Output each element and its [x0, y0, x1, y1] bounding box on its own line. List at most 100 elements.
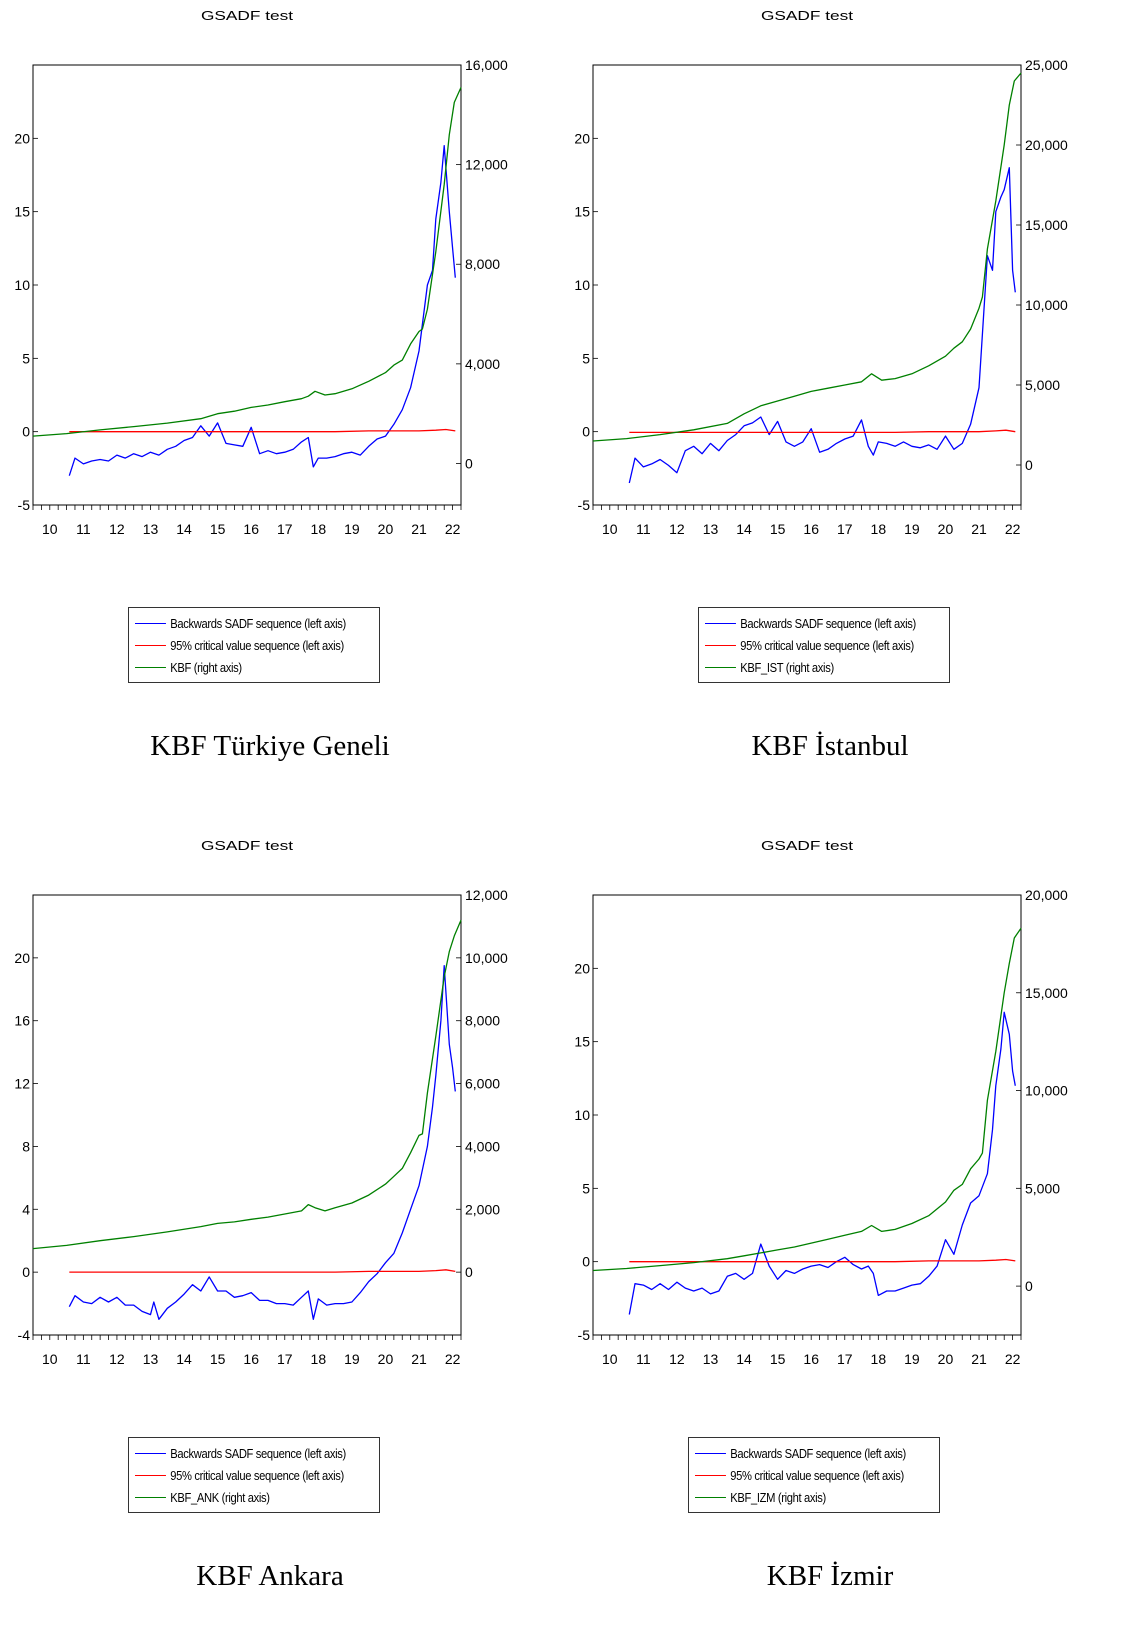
x-tick-label: 14	[176, 1351, 192, 1367]
x-tick-label: 10	[602, 521, 618, 537]
left-tick-label: 15	[574, 204, 590, 220]
x-tick-label: 16	[803, 1351, 819, 1367]
chart-caption: KBF İstanbul	[751, 730, 909, 762]
x-tick-label: 21	[411, 1351, 427, 1367]
x-tick-label: 19	[904, 521, 920, 537]
x-tick-label: 18	[311, 521, 327, 537]
left-tick-label: -5	[18, 497, 31, 513]
x-tick-label: 17	[277, 521, 293, 537]
plot-frame	[592, 64, 1022, 506]
x-tick-label: 12	[109, 521, 125, 537]
series-line-2	[32, 919, 462, 1250]
x-tick-label: 11	[636, 1351, 651, 1367]
right-tick-label: 10,000	[1025, 1083, 1068, 1099]
left-tick-label: 0	[22, 424, 30, 440]
x-tick-label: 14	[736, 521, 752, 537]
right-tick-label: 20,000	[1025, 887, 1068, 903]
x-tick-label: 20	[938, 1351, 954, 1367]
legend-label: KBF_ANK (right axis)	[170, 1489, 270, 1505]
right-tick-label: 16,000	[465, 57, 508, 73]
x-tick-label: 19	[344, 1351, 360, 1367]
legend-entry-sadf: Backwards SADF sequence (left axis)	[695, 1442, 906, 1464]
legend-entry-kbf: KBF_IZM (right axis)	[695, 1486, 905, 1508]
legend-label: KBF_IST (right axis)	[740, 659, 834, 675]
right-tick-label: 12,000	[465, 887, 508, 903]
x-tick-label: 15	[210, 521, 226, 537]
x-tick-label: 21	[971, 521, 987, 537]
x-tick-label: 10	[42, 1351, 58, 1367]
left-tick-label: 15	[14, 204, 30, 220]
chart-panel-istanbul: GSADF test 10 11 12 13 14 15 16 17 18 19 20 21 22 -5 0 5…	[560, 0, 1100, 800]
plot-frame	[592, 894, 1022, 1336]
x-tick-label: 12	[669, 1351, 685, 1367]
chart-panel-turkiye: GSADF test 10 11 12 13 14 15 16 17 18 19 20 21 22 -5 0 5…	[0, 0, 540, 800]
left-tick-label: 20	[14, 130, 30, 146]
chart-title: GSADF test	[761, 838, 854, 853]
legend-entry-cv: 95% critical value sequence (left axis)	[135, 634, 345, 656]
x-tick-label: 14	[176, 521, 192, 537]
series-line-0	[68, 965, 456, 1320]
plot-frame	[32, 64, 462, 506]
legend-entry-cv: 95% critical value sequence (left axis)	[705, 634, 915, 656]
legend-label: 95% critical value sequence (left axis)	[740, 637, 914, 653]
left-tick-label: 5	[22, 350, 30, 366]
x-tick-label: 12	[109, 1351, 125, 1367]
chart-title: GSADF test	[761, 8, 854, 23]
x-tick-label: 22	[1005, 1351, 1021, 1367]
chart-title: GSADF test	[201, 838, 294, 853]
legend-entry-kbf: KBF_IST (right axis)	[705, 656, 915, 678]
legend: Backwards SADF sequence (left axis) 95% …	[698, 607, 950, 683]
legend-entry-kbf: KBF_ANK (right axis)	[135, 1486, 345, 1508]
legend-label: Backwards SADF sequence (left axis)	[170, 1445, 346, 1461]
right-tick-label: 0	[465, 455, 473, 471]
left-tick-label: 10	[574, 277, 590, 293]
left-tick-label: -4	[18, 1327, 31, 1343]
chart-turkiye: GSADF test 10 11 12 13 14 15 16 17 18 19 20 21 22 -5 0 5…	[14, 8, 508, 537]
legend-entry-kbf: KBF (right axis)	[135, 656, 345, 678]
right-tick-label: 8,000	[465, 1013, 500, 1029]
x-tick-label: 20	[378, 1351, 394, 1367]
series-line-0	[628, 1011, 1016, 1315]
left-tick-label: 4	[22, 1201, 30, 1217]
right-tick-label: 2,000	[465, 1201, 500, 1217]
x-tick-label: 15	[770, 521, 786, 537]
x-tick-label: 22	[445, 521, 461, 537]
x-tick-label: 17	[837, 1351, 853, 1367]
plot-frame	[32, 894, 462, 1336]
series-line-1	[69, 428, 456, 433]
legend-entry-sadf: Backwards SADF sequence (left axis)	[705, 612, 916, 634]
right-tick-label: 4,000	[465, 1138, 500, 1154]
legend: Backwards SADF sequence (left axis) 95% …	[128, 1437, 380, 1513]
x-tick-label: 11	[76, 1351, 91, 1367]
right-tick-label: 25,000	[1025, 57, 1068, 73]
right-tick-label: 5,000	[1025, 1180, 1060, 1196]
x-tick-label: 17	[277, 1351, 293, 1367]
chart-caption: KBF İzmir	[766, 1560, 894, 1592]
right-tick-label: 15,000	[1025, 217, 1068, 233]
series-line-0	[68, 145, 456, 476]
chart-caption: KBF Türkiye Geneli	[150, 730, 390, 762]
series-line-1	[629, 429, 1016, 434]
right-tick-label: 12,000	[465, 157, 508, 173]
series-line-2	[592, 72, 1022, 442]
x-tick-label: 17	[837, 521, 853, 537]
x-tick-label: 16	[243, 521, 259, 537]
x-tick-label: 13	[143, 521, 159, 537]
x-tick-label: 20	[378, 521, 394, 537]
right-tick-label: 10,000	[465, 950, 508, 966]
right-tick-label: 15,000	[1025, 985, 1068, 1001]
x-tick-label: 10	[42, 521, 58, 537]
right-tick-label: 4,000	[465, 356, 500, 372]
right-tick-label: 0	[1025, 1278, 1033, 1294]
series-line-1	[629, 1258, 1016, 1263]
legend-label: Backwards SADF sequence (left axis)	[740, 615, 916, 631]
left-tick-label: 15	[574, 1034, 590, 1050]
x-tick-label: 15	[210, 1351, 226, 1367]
x-tick-label: 18	[871, 1351, 887, 1367]
x-tick-label: 11	[636, 521, 651, 537]
legend: Backwards SADF sequence (left axis) 95% …	[128, 607, 380, 683]
x-tick-label: 13	[703, 1351, 719, 1367]
right-tick-label: 6,000	[465, 1076, 500, 1092]
right-tick-label: 8,000	[465, 256, 500, 272]
legend-entry-sadf: Backwards SADF sequence (left axis)	[135, 1442, 346, 1464]
